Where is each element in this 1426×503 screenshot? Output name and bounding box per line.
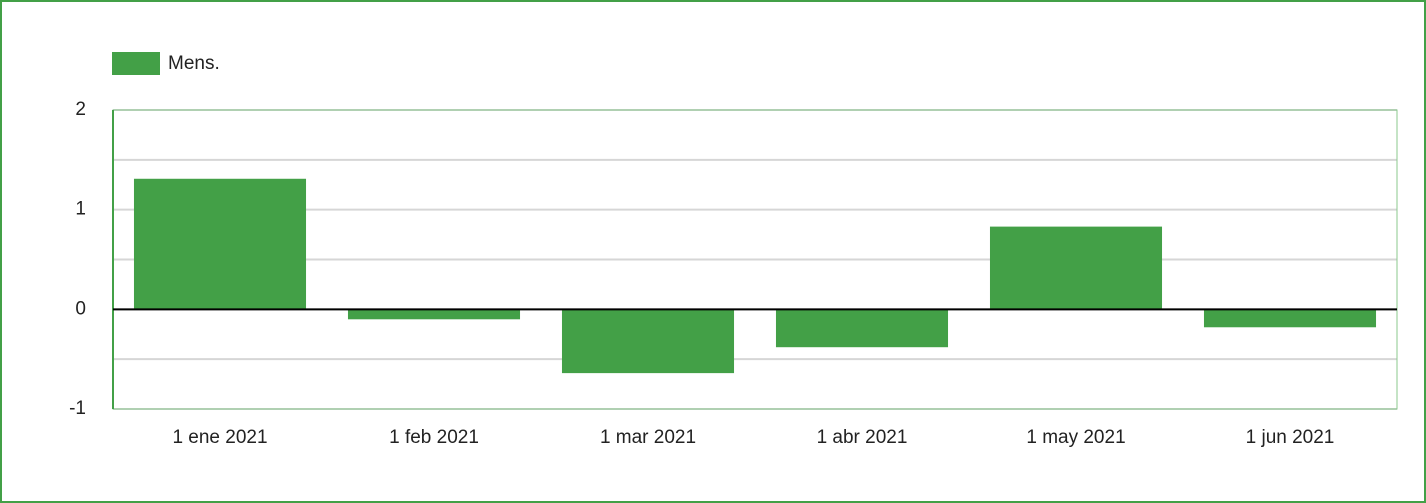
x-tick-label: 1 jun 2021 (1246, 427, 1335, 448)
y-tick-label: 2 (75, 99, 86, 120)
bar (133, 178, 307, 310)
legend-label: Mens. (168, 53, 220, 74)
y-tick-label: 1 (75, 199, 86, 220)
x-tick-label: 1 may 2021 (1026, 427, 1125, 448)
x-tick-label: 1 ene 2021 (172, 427, 267, 448)
x-tick-label: 1 mar 2021 (600, 427, 696, 448)
bar (775, 309, 949, 348)
x-tick-label: 1 abr 2021 (817, 427, 908, 448)
bar (1203, 309, 1377, 328)
bar (561, 309, 735, 374)
bar (989, 226, 1163, 310)
y-tick-label: -1 (69, 398, 86, 419)
y-tick-label: 0 (75, 298, 86, 319)
legend-swatch (112, 52, 160, 75)
bar (347, 309, 521, 320)
x-tick-label: 1 feb 2021 (389, 427, 479, 448)
